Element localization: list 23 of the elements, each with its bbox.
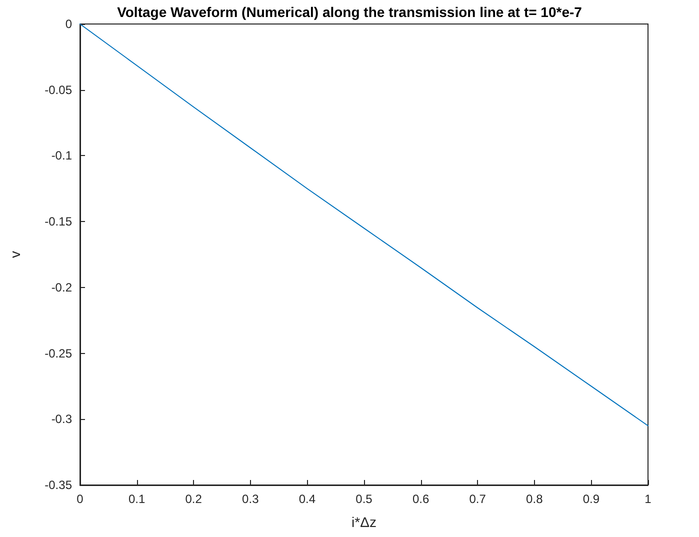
x-tick-label: 0.9 [582,492,600,506]
y-tick-label: -0.1 [51,148,72,163]
x-tick-label: 1 [644,492,652,506]
x-tick-label: 0.1 [128,492,146,506]
y-tick-label: 0 [65,17,72,31]
x-tick-label: 0.3 [242,492,260,506]
x-tick-label: 0.8 [526,492,544,506]
y-tick-label: -0.25 [44,346,72,360]
x-axis-title: i*Δz [352,514,376,530]
x-tick-label: 0 [76,492,84,506]
y-tick-label: -0.35 [44,478,72,492]
y-tick-label: -0.3 [51,412,72,426]
y-tick-label: -0.05 [44,82,72,97]
y-tick-label: -0.2 [51,280,72,294]
x-tick-label: 0.6 [412,492,430,506]
x-tick-label: 0.2 [185,492,202,506]
chart-title: Voltage Waveform (Numerical) along the transmission line at t= 10*e-7 [117,4,582,20]
y-tick-label: -0.15 [44,214,72,229]
line-series [80,24,648,426]
x-tick-label: 0.4 [298,492,316,506]
y-axis-title: v [7,251,23,258]
x-tick-label: 0.7 [469,492,486,506]
x-tick-label: 0.5 [356,492,373,506]
